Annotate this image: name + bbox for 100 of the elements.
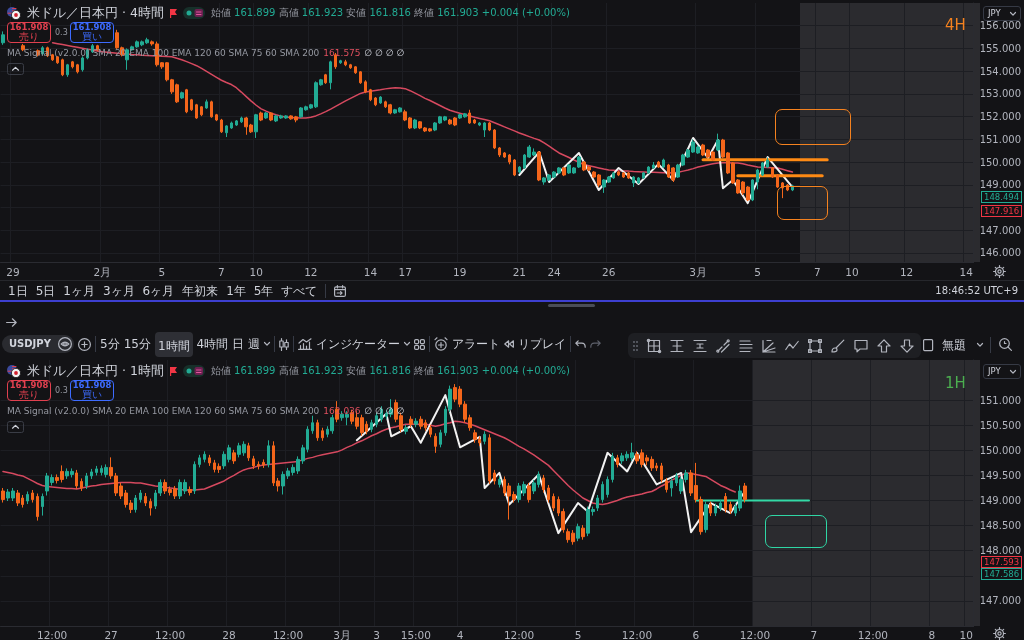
candlestick <box>75 469 78 490</box>
candlestick <box>1 487 5 504</box>
candlestick <box>61 58 64 77</box>
candlestick <box>81 55 84 73</box>
annotation: 買い <box>82 388 102 400</box>
candlestick <box>617 170 620 177</box>
candlestick <box>66 63 69 78</box>
x-tick-label: 12:00 <box>272 628 304 640</box>
candlestick <box>413 118 417 130</box>
candlestick <box>761 161 764 177</box>
candlestick <box>220 118 223 134</box>
candlestick <box>478 121 481 127</box>
candlestick <box>85 472 88 490</box>
annotation: MA Signal (v2.0.0) SMA 20 EMA 100 EMA 120 60 SMA 75 60 SMA 200 <box>7 406 320 416</box>
chart-title: 米ドル／日本円 · 4時間 <box>27 4 164 20</box>
x-tick-label: 12:00 <box>621 628 653 640</box>
y-tick-label: 148.000 <box>979 545 1022 557</box>
candlestick <box>339 59 342 65</box>
text: 18:46:52 UTC+9 <box>935 285 1018 296</box>
candlestick <box>225 124 228 138</box>
text: インジケーター <box>316 337 401 351</box>
candlestick <box>90 468 93 480</box>
x-tick-label: 14 <box>363 265 378 278</box>
x-tick-label: 12 <box>304 265 318 278</box>
candlestick <box>724 492 727 514</box>
text: リプレイ <box>518 337 567 351</box>
text: 5年 <box>253 284 274 298</box>
candlestick <box>364 79 367 94</box>
x-tick-label: 10 <box>845 265 859 278</box>
candlestick <box>771 166 774 179</box>
candlestick <box>756 168 759 190</box>
candlestick <box>468 109 471 125</box>
candlestick <box>56 55 59 65</box>
text: 日 <box>232 337 245 351</box>
candlestick <box>232 449 236 465</box>
x-tick-label: 10 <box>249 265 263 278</box>
candlestick <box>493 469 496 485</box>
x-tick-label: 12:00 <box>503 628 535 640</box>
line-series <box>2 420 737 506</box>
text: 6ヶ月 <box>142 284 175 298</box>
y-tick-label: 151.000 <box>979 394 1022 406</box>
candlestick <box>316 419 319 442</box>
annotation: 161.575 <box>323 48 361 58</box>
annotation: 4H <box>945 16 966 34</box>
candlestick <box>369 88 372 102</box>
y-tick-label: 149.000 <box>979 179 1022 191</box>
candlestick <box>537 150 541 182</box>
candlestick <box>622 171 625 179</box>
candlestick <box>36 493 39 522</box>
text: 4時間 <box>196 337 229 351</box>
candlestick <box>776 173 779 189</box>
candlestick <box>193 460 196 495</box>
x-tick-label: 7 <box>218 265 225 278</box>
x-tick-label: 19 <box>453 265 467 278</box>
buy-button: 161.908 買い <box>70 380 114 401</box>
y-tick-label: 148.500 <box>979 520 1022 532</box>
candlestick <box>473 118 476 125</box>
x-tick-label: 27 <box>104 628 118 640</box>
candlestick <box>195 103 198 120</box>
candlestick <box>473 429 477 444</box>
candlestick <box>375 412 378 428</box>
candlestick <box>429 424 432 438</box>
x-tick-label: 7 <box>810 628 818 640</box>
y-tick-label: 149.000 <box>979 495 1022 507</box>
text: 無題 <box>942 338 966 352</box>
text: 5分 <box>100 337 120 351</box>
annotation: 買い <box>82 30 102 42</box>
text: 1日 <box>8 284 28 298</box>
x-tick-label: 5 <box>754 265 762 278</box>
x-tick-label: 12:00 <box>37 628 68 640</box>
candlestick <box>743 482 747 504</box>
annotation: 161.908 <box>9 380 49 391</box>
candlestick <box>95 465 98 476</box>
candlestick <box>344 59 347 67</box>
candlestick <box>576 523 580 542</box>
line-series <box>518 136 794 205</box>
annotation: 売り <box>19 388 39 400</box>
candlestick <box>354 65 357 75</box>
text: 147.916 <box>981 204 1023 217</box>
text: すべて <box>281 284 318 298</box>
x-tick-label: 8 <box>928 628 936 640</box>
y-tick-label: 146.000 <box>979 247 1022 259</box>
candlestick <box>404 424 408 435</box>
x-tick-label: 5 <box>158 265 166 278</box>
currency-button: JPY <box>983 364 1021 379</box>
candlestick <box>262 458 265 469</box>
candlestick <box>670 477 673 498</box>
y-tick-label: 153.000 <box>979 88 1022 100</box>
candlestick <box>616 454 619 468</box>
tab-highlight: 1時間 <box>154 331 193 357</box>
candlestick <box>185 88 188 114</box>
candlestick <box>264 111 268 120</box>
candlestick <box>542 474 545 493</box>
annotation: 0.3 <box>55 28 68 37</box>
candlestick <box>267 439 270 468</box>
text: 年初来 <box>182 284 219 298</box>
x-tick-label: 3 <box>373 628 380 640</box>
candlestick <box>144 492 147 507</box>
candlestick <box>252 455 255 470</box>
x-tick-label: 7 <box>813 265 821 278</box>
